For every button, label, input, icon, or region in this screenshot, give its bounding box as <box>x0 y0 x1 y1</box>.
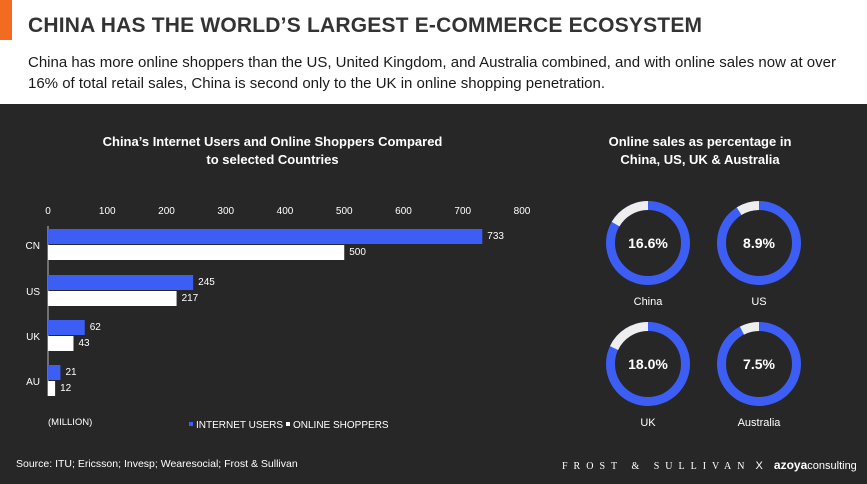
data-label: 217 <box>182 293 199 304</box>
donut-country-label: UK <box>640 417 656 429</box>
data-label: 12 <box>60 383 72 394</box>
data-label: 245 <box>198 277 215 288</box>
unit-label: (MILLION) <box>48 417 92 428</box>
donut-slice <box>739 322 760 335</box>
brand-logos: FROST & SULLIVAN X azoyaconsulting <box>562 458 857 472</box>
data-label: 43 <box>78 338 90 349</box>
brand-separator: X <box>755 460 763 472</box>
x-tick-label: 0 <box>45 206 51 217</box>
bar <box>48 320 85 335</box>
bar <box>48 381 56 396</box>
legend-label: ONLINE SHOPPERS <box>293 420 389 431</box>
bar <box>48 365 61 380</box>
bar <box>48 229 483 244</box>
x-tick-label: 400 <box>277 206 294 217</box>
donut-country-label: US <box>751 296 766 308</box>
donut-value-label: 7.5% <box>743 356 775 372</box>
donut-slice <box>736 201 760 216</box>
x-tick-label: 600 <box>395 206 412 217</box>
category-label: CN <box>26 241 40 252</box>
legend-swatch <box>189 422 193 426</box>
donut-value-label: 16.6% <box>628 235 668 251</box>
donut-slice <box>609 322 649 351</box>
header: CHINA HAS THE WORLD’S LARGEST E-COMMERCE… <box>0 0 867 104</box>
legend-label: INTERNET USERS <box>196 420 283 431</box>
category-label: US <box>26 287 40 298</box>
x-tick-label: 100 <box>99 206 116 217</box>
data-label: 500 <box>349 247 366 258</box>
bar-chart-title: China’s Internet Users and Online Shoppe… <box>102 134 443 167</box>
donut-chart-title: Online sales as percentage in China, US,… <box>608 134 792 167</box>
legend-swatch <box>286 422 290 426</box>
accent-bar <box>0 0 12 40</box>
donut-value-label: 18.0% <box>628 356 668 372</box>
data-label: 21 <box>65 367 77 378</box>
frost-sullivan-logo: FROST & SULLIVAN <box>562 461 751 472</box>
x-tick-label: 500 <box>336 206 353 217</box>
bar <box>48 275 194 290</box>
bar <box>48 336 74 351</box>
x-tick-label: 700 <box>454 206 471 217</box>
page-subtitle: China has more online shoppers than the … <box>28 54 836 92</box>
x-tick-label: 200 <box>158 206 175 217</box>
data-label: 62 <box>90 322 102 333</box>
data-label: 733 <box>487 231 504 242</box>
x-tick-label: 800 <box>514 206 531 217</box>
bar <box>48 291 177 306</box>
azoya-logo-suffix: consulting <box>807 460 857 472</box>
donut-country-label: Australia <box>738 417 782 429</box>
page-title: CHINA HAS THE WORLD’S LARGEST E-COMMERCE… <box>28 14 703 37</box>
bar <box>48 245 345 260</box>
category-label: UK <box>26 332 40 343</box>
donut-value-label: 8.9% <box>743 235 775 251</box>
source-note: Source: ITU; Ericsson; Invesp; Wearesoci… <box>16 458 298 470</box>
donut-country-label: China <box>634 296 664 308</box>
category-label: AU <box>26 377 40 388</box>
donut-slice <box>611 201 649 227</box>
x-tick-label: 300 <box>217 206 234 217</box>
azoya-logo: azoya <box>773 458 808 472</box>
